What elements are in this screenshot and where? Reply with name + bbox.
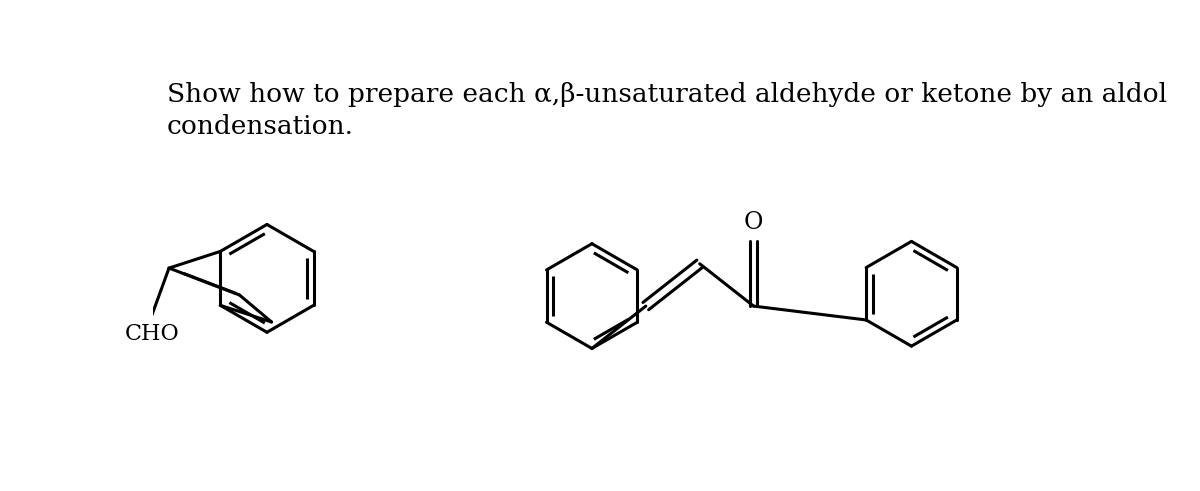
Text: CHO: CHO (125, 323, 179, 345)
Text: condensation.: condensation. (167, 114, 354, 139)
Text: O: O (744, 212, 763, 235)
Text: Show how to prepare each α,β-unsaturated aldehyde or ketone by an aldol: Show how to prepare each α,β-unsaturated… (167, 82, 1166, 107)
